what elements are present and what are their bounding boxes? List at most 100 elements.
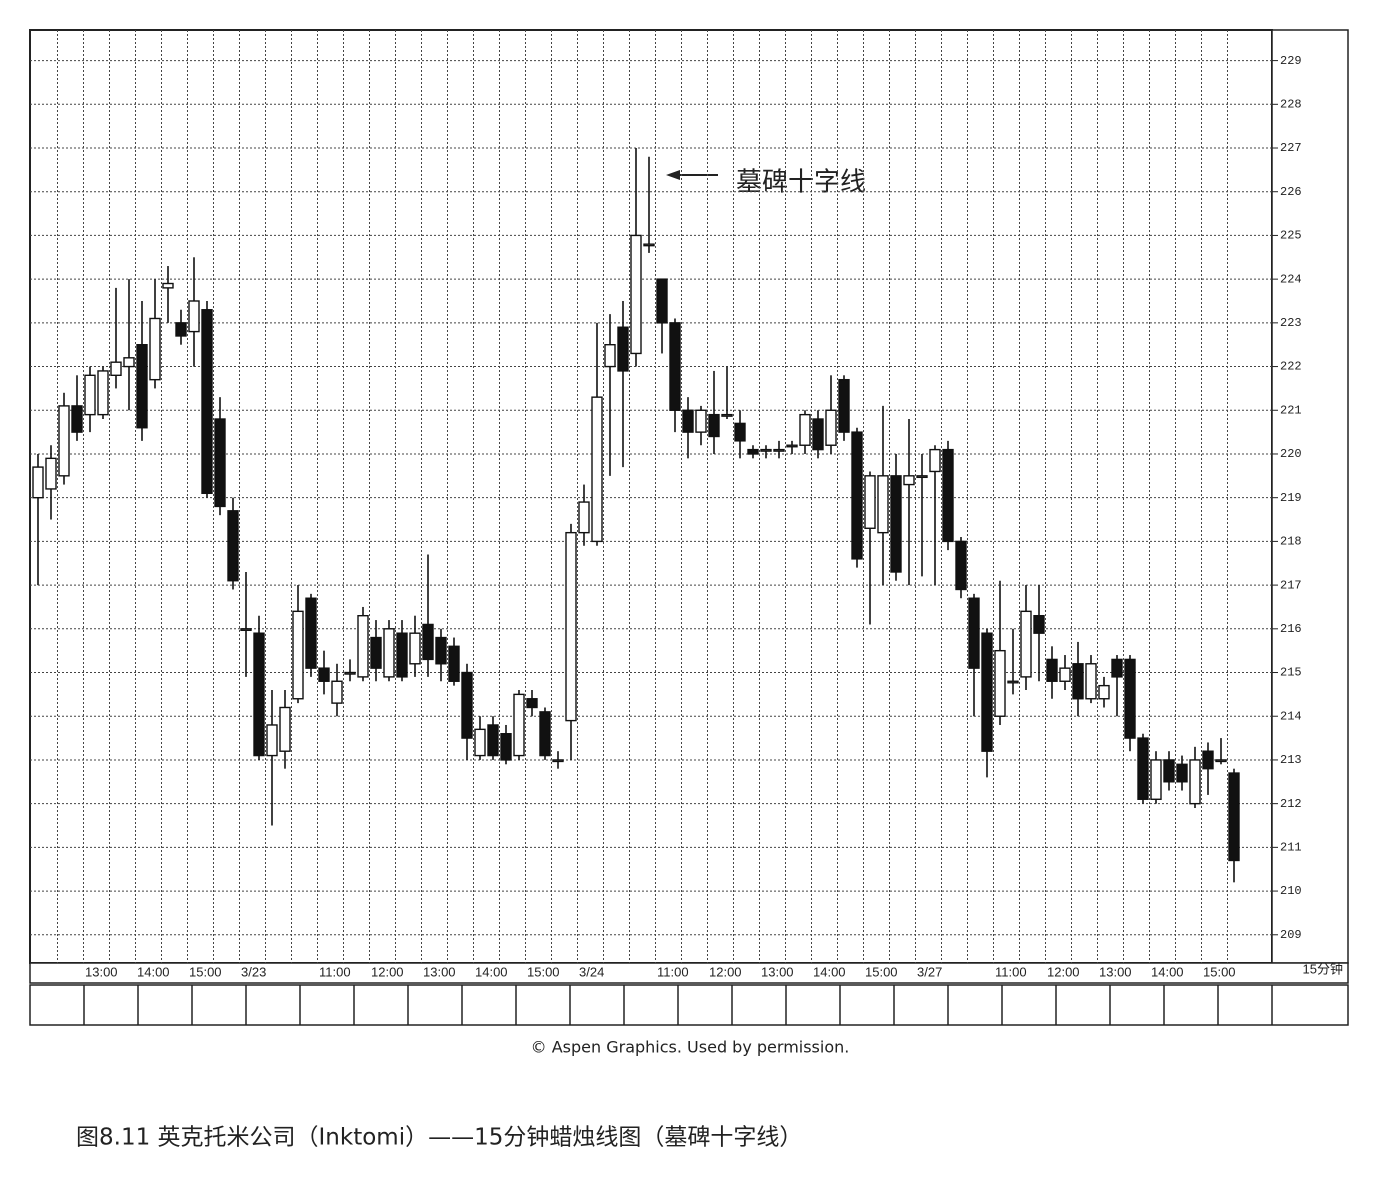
candle-body xyxy=(812,418,824,451)
candle-body xyxy=(513,693,525,757)
candle-body xyxy=(188,300,200,333)
candle-body xyxy=(71,405,83,433)
candle-body xyxy=(97,370,109,416)
candle-body xyxy=(565,531,577,722)
candle-body xyxy=(1059,667,1071,682)
annotation-arrow xyxy=(666,170,718,180)
x-tick-label: 12:00 xyxy=(371,964,404,979)
grid xyxy=(30,30,1272,963)
candle-body xyxy=(370,636,382,669)
candle-body xyxy=(1111,658,1123,678)
y-tick-label: 223 xyxy=(1280,316,1302,330)
candle-body xyxy=(578,501,590,534)
candle-body xyxy=(1189,759,1201,805)
candle-body xyxy=(539,711,551,757)
candle-body xyxy=(32,466,44,499)
y-tick-label: 211 xyxy=(1280,841,1302,855)
candle-body xyxy=(695,409,707,433)
y-tick-label: 222 xyxy=(1280,360,1302,374)
candle-body xyxy=(942,448,954,543)
candle-body xyxy=(214,418,226,508)
candle-body xyxy=(1150,759,1162,800)
x-tick-label: 13:00 xyxy=(423,964,456,979)
y-tick-label: 214 xyxy=(1280,709,1302,723)
candle-body xyxy=(84,374,96,416)
candle-body xyxy=(825,409,837,446)
x-tick-label: 12:00 xyxy=(709,964,742,979)
y-tick-label: 228 xyxy=(1280,97,1302,111)
candle-body xyxy=(1163,759,1175,783)
y-tick-label: 217 xyxy=(1280,578,1302,592)
y-tick-label: 229 xyxy=(1280,54,1302,68)
y-tick-label: 225 xyxy=(1280,229,1302,243)
candle-body xyxy=(123,357,135,368)
candle-body xyxy=(1215,759,1227,763)
candle-body xyxy=(604,344,616,368)
candle-body xyxy=(734,422,746,442)
candle-body xyxy=(409,632,421,665)
x-tick-label: 12:00 xyxy=(1047,964,1080,979)
source-note: © Aspen Graphics. Used by permission. xyxy=(531,1038,850,1057)
candle-body xyxy=(305,597,317,669)
x-tick-label: 15:00 xyxy=(189,964,222,979)
candle-body xyxy=(994,649,1006,717)
candle-body xyxy=(838,378,850,433)
candle-body xyxy=(396,632,408,678)
x-tick-label: 13:00 xyxy=(85,964,118,979)
x-tick-label: 3/23 xyxy=(241,964,266,979)
candle-body xyxy=(877,475,889,534)
candle-body xyxy=(1046,658,1058,682)
x-unit: 15分钟 xyxy=(1303,961,1343,976)
candle-body xyxy=(617,326,629,372)
candle-body xyxy=(760,448,772,452)
candle-body xyxy=(1202,750,1214,770)
x-tick-label: 11:00 xyxy=(657,964,689,979)
candle-body xyxy=(201,309,213,495)
x-tick-label: 14:00 xyxy=(1151,964,1184,979)
y-tick-label: 216 xyxy=(1280,622,1302,636)
candle-body xyxy=(1176,763,1188,783)
x-tick-label: 11:00 xyxy=(319,964,351,979)
candle-body xyxy=(721,413,733,417)
candle-body xyxy=(682,409,694,433)
candle-body xyxy=(968,597,980,669)
x-tick-label: 14:00 xyxy=(137,964,170,979)
caption-title: 图8.11 英克托米公司（Inktomi）——15分钟蜡烛线图（墓碑十字线） xyxy=(76,1125,802,1151)
candle-body xyxy=(357,614,369,678)
candle-body xyxy=(110,361,122,377)
candle-body xyxy=(474,728,486,757)
candle-body xyxy=(344,671,356,675)
candle-body xyxy=(864,475,876,529)
candle-body xyxy=(253,632,265,757)
lower-panel xyxy=(29,984,1349,1026)
price-axis-frame xyxy=(1271,29,1349,964)
y-tick-label: 221 xyxy=(1280,403,1302,417)
candle-body xyxy=(279,706,291,752)
x-tick-label: 13:00 xyxy=(761,964,794,979)
x-tick-label: 15:00 xyxy=(527,964,560,979)
time-axis-frame xyxy=(29,962,1349,984)
candle-body xyxy=(292,610,304,700)
candle-body xyxy=(851,431,863,560)
candle-body xyxy=(1072,663,1084,700)
candle-body xyxy=(136,344,148,429)
candle-body xyxy=(591,396,603,543)
candle-body xyxy=(1007,680,1019,684)
candle-body xyxy=(916,475,928,479)
candle-body xyxy=(435,636,447,665)
candle-body xyxy=(487,724,499,757)
x-tick-label: 15:00 xyxy=(1203,964,1236,979)
candle-body xyxy=(175,322,187,337)
y-tick-label: 213 xyxy=(1280,753,1302,767)
candle-body xyxy=(929,448,941,473)
candle-body xyxy=(448,645,460,682)
x-tick-label: 11:00 xyxy=(995,964,1027,979)
candle-body xyxy=(461,671,473,739)
candle-body xyxy=(266,724,278,757)
x-tick-label: 14:00 xyxy=(813,964,846,979)
candle-body xyxy=(422,623,434,661)
candle-body xyxy=(45,457,57,490)
candle-body xyxy=(747,448,759,455)
